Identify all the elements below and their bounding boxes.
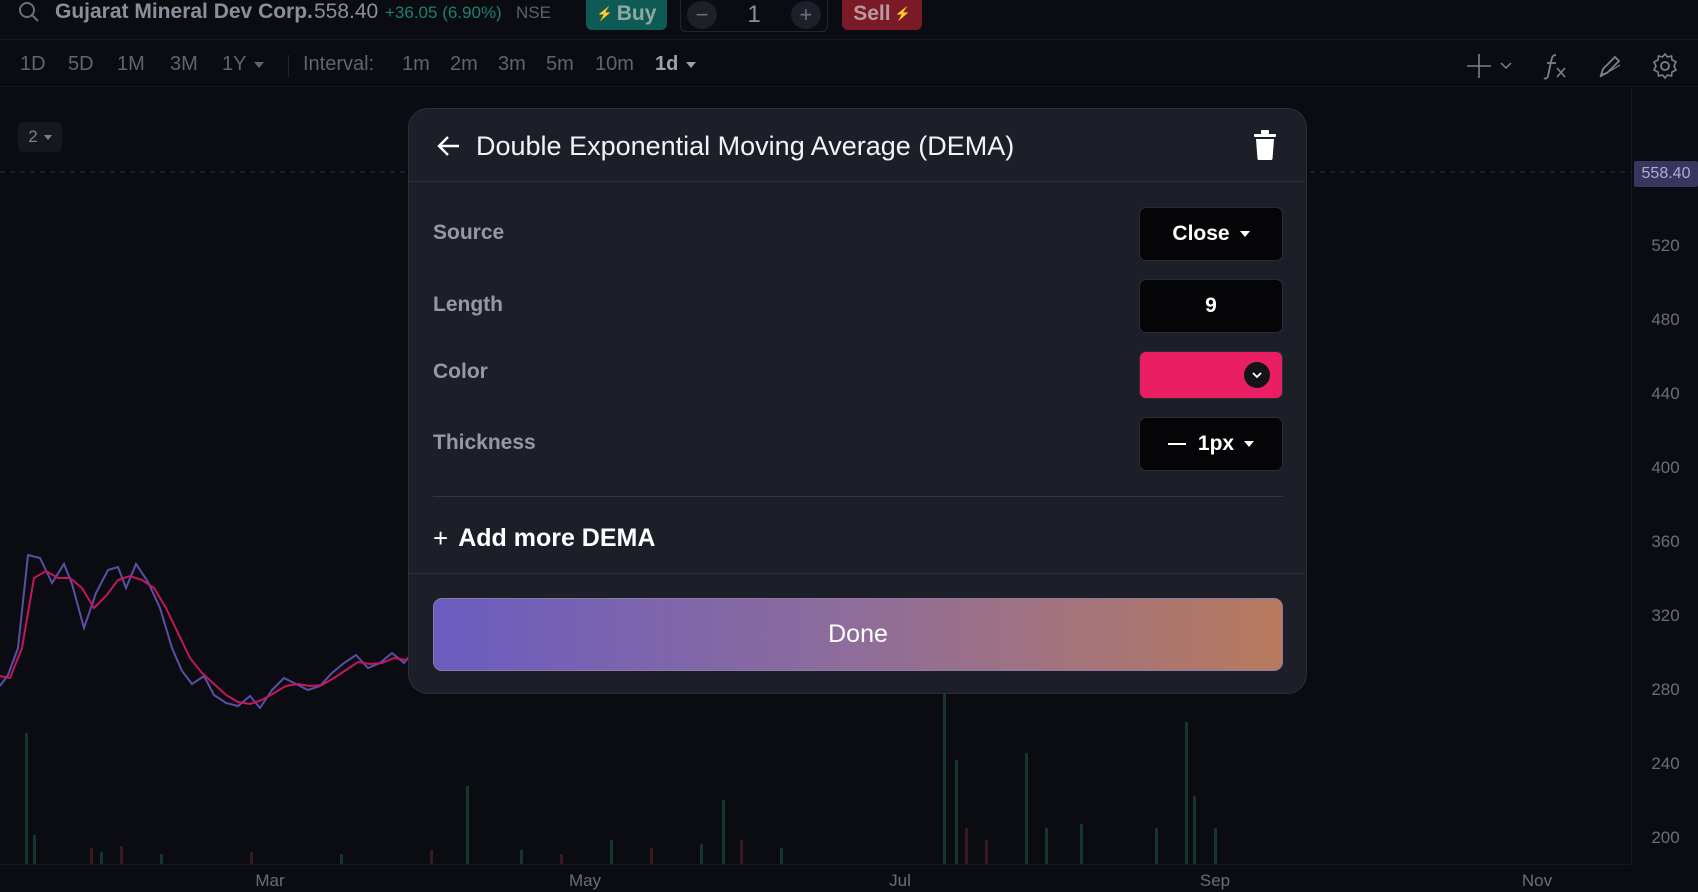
quantity-stepper[interactable]: − 1 + [680, 0, 828, 32]
add-more-dema-button[interactable]: + Add more DEMA [433, 523, 655, 554]
indicator-settings-dialog: Double Exponential Moving Average (DEMA)… [408, 108, 1307, 694]
price-tick: 440 [1651, 384, 1680, 403]
interval-label: Interval: [303, 53, 375, 75]
symbol-change: +36.05 (6.90%) [385, 3, 502, 22]
source-row: Source Close [433, 207, 1283, 261]
price-tick: 280 [1651, 680, 1680, 699]
thickness-row: Thickness 1px [433, 417, 1283, 471]
range-5d[interactable]: 5D [68, 53, 94, 75]
sell-label: Sell [853, 2, 891, 25]
exchange-label: NSE [516, 3, 551, 22]
chevron-down-icon [1239, 231, 1250, 237]
interval-10m[interactable]: 10m [595, 53, 634, 75]
line-thickness-icon [1167, 443, 1186, 445]
chart-toolbar: 1D 5D 1M 3M 1Y Interval: 1m 2m 3m 5m 10m… [0, 45, 1698, 87]
last-price-badge: 558.40 [1634, 161, 1698, 187]
footer-divider [409, 573, 1306, 574]
range-3m[interactable]: 3M [170, 53, 198, 75]
buy-button[interactable]: ⚡ Buy [586, 0, 667, 30]
buy-label: Buy [616, 2, 657, 25]
price-chart[interactable] [0, 88, 1631, 864]
time-tick: Mar [255, 871, 285, 890]
thickness-dropdown[interactable]: 1px [1139, 417, 1283, 471]
range-dropdown[interactable]: 1Y [222, 53, 265, 76]
chart-canvas [0, 171, 1631, 864]
search-icon[interactable] [18, 2, 40, 24]
dialog-header: Double Exponential Moving Average (DEMA) [409, 109, 1306, 182]
color-row: Color [433, 351, 1283, 399]
volume-bars [25, 694, 1217, 864]
symbol-name[interactable]: Gujarat Mineral Dev Corp. [55, 0, 313, 23]
dema-line [0, 569, 455, 706]
range-1m[interactable]: 1M [117, 53, 145, 75]
thickness-label: Thickness [433, 431, 536, 454]
price-axis[interactable]: 558.40 520 480 440 400 360 320 280 240 2… [1631, 88, 1698, 864]
crosshair-icon[interactable] [1465, 52, 1513, 80]
symbol-price: 558.40 [314, 0, 379, 23]
time-axis[interactable]: Mar May Jul Sep Nov [0, 864, 1631, 892]
price-tick: 520 [1651, 236, 1680, 255]
interval-3m[interactable]: 3m [498, 53, 526, 75]
chevron-down-icon [1244, 441, 1255, 447]
sell-button[interactable]: Sell ⚡ [842, 0, 922, 30]
price-tick: 360 [1651, 532, 1680, 551]
interval-1m[interactable]: 1m [402, 53, 430, 75]
price-tick: 240 [1651, 754, 1680, 773]
quantity-value[interactable]: 1 [747, 1, 761, 28]
price-tick: 200 [1651, 828, 1680, 847]
interval-dropdown[interactable]: 1d [655, 53, 697, 76]
color-label: Color [433, 360, 488, 383]
price-tick: 480 [1651, 310, 1680, 329]
chevron-down-icon [686, 61, 697, 68]
interval-1d: 1d [655, 53, 679, 75]
trash-icon[interactable] [1251, 129, 1279, 161]
lightning-icon: ⚡ [596, 6, 613, 21]
time-tick: Jul [889, 871, 911, 890]
plus-icon: + [433, 523, 449, 553]
thickness-value: 1px [1197, 432, 1235, 455]
chevron-down-icon [254, 61, 265, 68]
symbol-bar: Gujarat Mineral Dev Corp. 558.40 +36.05 … [0, 0, 1698, 40]
time-tick: Nov [1521, 871, 1553, 890]
source-dropdown[interactable]: Close [1139, 207, 1283, 261]
function-icon[interactable] [1540, 52, 1568, 80]
time-tick: Sep [1199, 871, 1231, 890]
source-label: Source [433, 221, 505, 244]
decrease-quantity-button[interactable]: − [687, 1, 717, 29]
add-more-label: Add more DEMA [458, 524, 656, 552]
back-arrow-icon[interactable] [435, 132, 463, 160]
chevron-down-icon [1244, 362, 1270, 388]
settings-gear-icon[interactable] [1651, 52, 1679, 80]
pane-selector[interactable]: 2 [18, 122, 62, 152]
price-line [0, 553, 459, 710]
range-1y: 1Y [222, 53, 247, 75]
interval-2m[interactable]: 2m [450, 53, 478, 75]
time-tick: May [568, 871, 602, 890]
source-value: Close [1172, 222, 1230, 245]
chevron-down-icon [43, 134, 52, 140]
length-input[interactable]: 9 [1139, 279, 1283, 333]
pane-number: 2 [28, 127, 38, 146]
lightning-icon: ⚡ [894, 6, 911, 21]
length-label: Length [433, 293, 503, 316]
toolbar-divider [288, 55, 289, 77]
interval-5m[interactable]: 5m [546, 53, 574, 75]
price-tick: 400 [1651, 458, 1680, 477]
dialog-title: Double Exponential Moving Average (DEMA) [476, 131, 1015, 161]
length-row: Length 9 [433, 279, 1283, 333]
done-button[interactable]: Done [433, 598, 1283, 671]
price-tick: 320 [1651, 606, 1680, 625]
range-1d[interactable]: 1D [20, 53, 46, 75]
color-picker[interactable] [1139, 351, 1283, 399]
increase-quantity-button[interactable]: + [790, 1, 821, 29]
draw-pen-icon[interactable] [1596, 52, 1624, 80]
section-divider [433, 496, 1283, 497]
